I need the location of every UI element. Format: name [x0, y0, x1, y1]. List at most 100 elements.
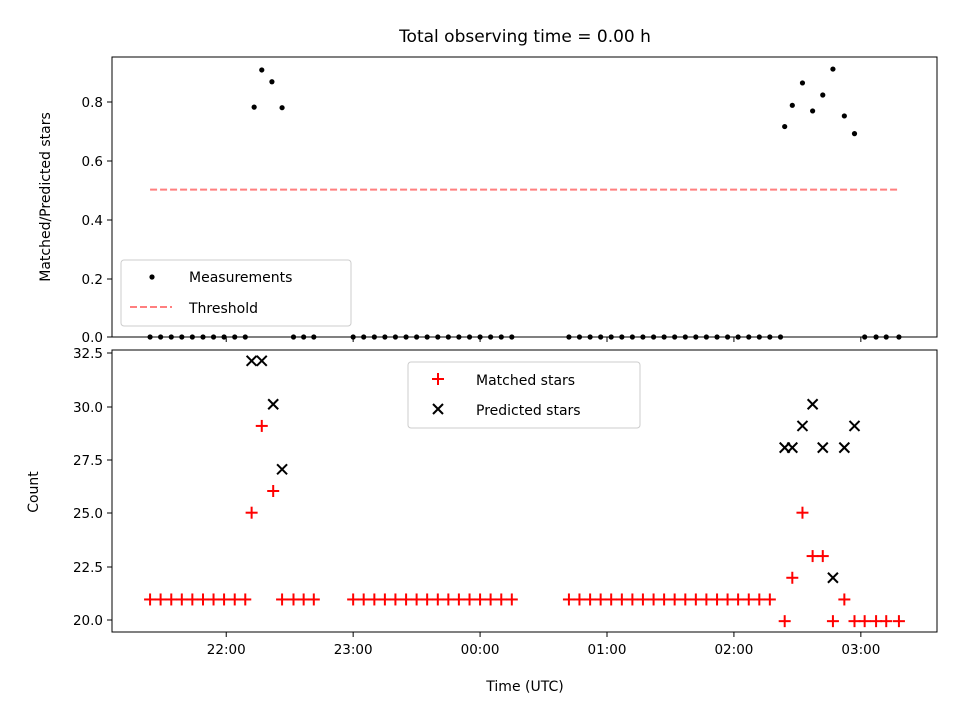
matched-stars-point: [700, 593, 713, 606]
y-tick-label: 30.0: [73, 400, 103, 416]
x-axis-label: Time (UTC): [485, 679, 563, 695]
matched-stars-point: [442, 593, 455, 606]
matched-stars-point: [175, 593, 188, 606]
matched-stars-point: [615, 593, 628, 606]
matched-stars-point: [463, 593, 476, 606]
matched-stars-point: [826, 615, 839, 628]
y-tick-label: 0.4: [82, 213, 103, 229]
y-tick-label: 0.6: [82, 154, 103, 170]
matched-stars-point: [689, 593, 702, 606]
matched-stars-point: [287, 593, 300, 606]
top-legend: Measurements Threshold: [120, 259, 352, 327]
matched-stars-point: [605, 593, 618, 606]
matched-stars-point: [711, 593, 724, 606]
legend-predicted-marker: [432, 403, 444, 415]
x-tick-label: 03:00: [841, 642, 880, 658]
y-tick-label: 22.5: [73, 560, 103, 576]
bottom-axes-frame: [111, 349, 938, 633]
matched-stars-point: [218, 593, 231, 606]
measurement-point: [789, 102, 795, 108]
predicted-stars-point: [276, 463, 288, 476]
matched-stars-point: [347, 593, 360, 606]
matched-stars-point: [368, 593, 381, 606]
x-tick-label: 00:00: [461, 642, 500, 658]
matched-stars-point: [848, 615, 861, 628]
matched-stars-point: [858, 615, 871, 628]
matched-stars-point: [658, 593, 671, 606]
y-tick-label: 0.2: [82, 272, 103, 288]
matched-stars-point: [410, 593, 423, 606]
measurement-point: [810, 108, 816, 114]
matched-stars-point: [474, 593, 487, 606]
legend-measurements-marker: [149, 274, 155, 280]
measurement-point: [269, 79, 275, 85]
matched-stars-point: [239, 593, 252, 606]
matched-stars-point: [763, 593, 776, 606]
predicted-stars-point: [786, 441, 799, 454]
matched-stars-point: [197, 593, 210, 606]
matched-stars-point: [838, 593, 851, 606]
matched-stars-point: [732, 593, 745, 606]
matched-stars-point: [786, 571, 799, 584]
predicted-stars-point: [256, 355, 268, 367]
measurement-point: [830, 66, 836, 72]
matched-stars-point: [207, 593, 220, 606]
matched-stars-point: [636, 593, 649, 606]
bottom-y-axis-label: Count: [26, 471, 42, 513]
matched-stars-point: [255, 419, 268, 432]
matched-stars-point: [400, 593, 413, 606]
top-x-ticks: [225, 337, 862, 342]
measurement-point: [851, 131, 858, 137]
bottom-legend: Matched stars Predicted stars: [407, 361, 641, 429]
bottom-x-ticks: 22:00 23:00 00:00 01:00 02:00 03:00: [207, 632, 880, 658]
x-tick-label: 02:00: [714, 642, 753, 658]
matched-stars-point: [584, 593, 597, 606]
measurement-point: [841, 113, 847, 119]
matched-stars-point: [297, 593, 310, 606]
top-legend-box: [120, 259, 352, 327]
matched-stars-point: [378, 593, 391, 606]
matched-stars-point: [796, 506, 809, 519]
x-tick-label: 22:00: [207, 642, 246, 658]
matched-stars-point: [307, 593, 320, 606]
predicted-stars-point: [827, 572, 839, 584]
matched-stars-point: [228, 593, 241, 606]
matched-stars-point: [389, 593, 402, 606]
measurement-point: [820, 92, 826, 98]
matched-stars-point: [505, 593, 518, 606]
legend-threshold-label: Threshold: [188, 301, 258, 317]
predicted-stars-point: [267, 398, 279, 410]
matched-stars-point: [753, 593, 766, 606]
predicted-stars-point: [245, 355, 258, 367]
measurement-point: [279, 105, 285, 111]
matched-stars-point: [806, 550, 819, 563]
measurement-point: [782, 123, 788, 130]
legend-predicted-label: Predicted stars: [476, 403, 581, 419]
legend-matched-label: Matched stars: [476, 373, 575, 389]
bottom-plot-area: [144, 355, 905, 628]
matched-stars-point: [421, 593, 434, 606]
top-y-axis-label: Matched/Predicted stars: [38, 112, 54, 282]
matched-stars-point: [647, 593, 660, 606]
measurement-point: [799, 80, 806, 86]
top-y-ticks: 0.0 0.2 0.4 0.6 0.8: [82, 95, 112, 346]
matched-stars-point: [742, 593, 755, 606]
matched-stars-point: [357, 593, 370, 606]
matched-stars-point: [892, 615, 905, 628]
matched-stars-point: [562, 593, 575, 606]
matched-stars-point: [679, 593, 692, 606]
legend-measurements-label: Measurements: [189, 270, 292, 286]
predicted-stars-point: [806, 398, 819, 410]
y-tick-label: 0.8: [82, 95, 103, 111]
matched-stars-point: [594, 593, 607, 606]
matched-stars-point: [245, 506, 258, 519]
matched-stars-point: [626, 593, 639, 606]
y-tick-label: 20.0: [73, 613, 103, 629]
x-tick-label: 23:00: [334, 642, 373, 658]
top-axes-frame: [111, 56, 938, 338]
matched-stars-point: [276, 593, 289, 606]
matched-stars-point: [144, 593, 157, 606]
bottom-legend-box: [407, 361, 641, 429]
matched-stars-point: [267, 485, 280, 497]
